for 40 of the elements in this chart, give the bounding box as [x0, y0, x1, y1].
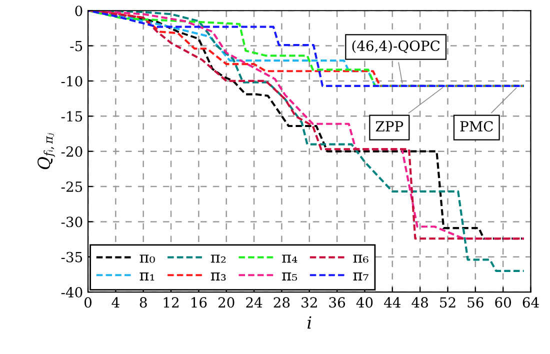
x-tick-label: 0	[84, 297, 92, 308]
x-tick-label: 24	[246, 297, 262, 308]
x-tick-label: 28	[274, 297, 290, 308]
x-tick-label: 44	[384, 297, 401, 308]
x-tick-label: 32	[302, 297, 317, 308]
x-tick-label: 16	[192, 297, 207, 308]
y-tick-label: -20	[61, 146, 82, 157]
legend-label: π₄	[282, 254, 298, 263]
y-tick-label: -15	[61, 111, 82, 122]
legend-label: π₂	[210, 254, 226, 263]
y-tick-label: -40	[61, 287, 82, 298]
x-axis-title: i	[308, 316, 312, 329]
y-tick-label: -25	[61, 181, 82, 192]
x-tick-label: 48	[412, 297, 428, 308]
y-tick-label: -5	[70, 40, 82, 52]
legend-label: π₇	[353, 272, 368, 281]
x-tick-label: 56	[468, 297, 484, 308]
x-tick-label: 20	[218, 297, 234, 308]
x-tick-label: 12	[164, 297, 178, 308]
annotation: PMC	[460, 121, 493, 132]
x-tick-label: 52	[440, 297, 456, 308]
y-tick-label: -30	[61, 216, 82, 228]
annotation: (46,4)-QOPC	[352, 40, 440, 54]
x-tick-label: 4	[112, 297, 120, 308]
x-tick-label: 40	[356, 297, 373, 308]
x-tick-label: 8	[140, 297, 147, 308]
x-tick-label: 36	[329, 297, 346, 308]
x-tick-label: 60	[495, 297, 511, 308]
line-series	[88, 10, 525, 87]
x-tick-label: 64	[522, 297, 539, 308]
annotation: ZPP	[376, 121, 404, 132]
legend-label: π₀	[140, 254, 155, 263]
y-axis-title: Q$_{fᵢ,πⱼ}$	[38, 133, 55, 170]
y-tick-label: 0	[75, 6, 82, 16]
y-tick-label: -35	[61, 252, 82, 262]
legend-label: π₃	[210, 272, 226, 281]
legend-label: π₁	[140, 272, 154, 281]
legend-label: π₆	[353, 254, 368, 263]
legend-label: π₅	[282, 272, 298, 281]
y-tick-label: -10	[61, 76, 82, 86]
